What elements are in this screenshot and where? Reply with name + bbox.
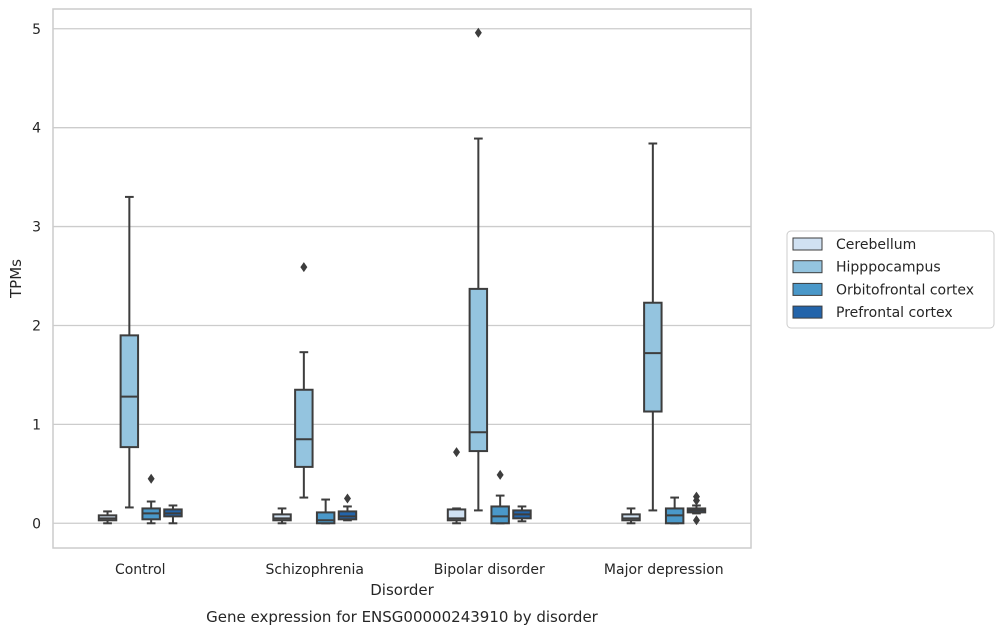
- legend-label: Hipppocampus: [836, 260, 941, 276]
- outlier-point: [300, 262, 308, 273]
- box-body: [490, 505, 510, 525]
- box-0-3: [163, 504, 183, 525]
- box-body: [315, 511, 336, 525]
- box-0-2: [141, 473, 161, 525]
- outlier-point: [453, 447, 461, 458]
- legend: Cerebellum Hipppocampus Orbitofrontal cort…: [786, 230, 995, 329]
- box-0-0: [97, 510, 118, 525]
- legend-item: Cerebellum: [792, 237, 916, 253]
- legend-frame: [786, 230, 995, 329]
- legend-swatch: [792, 305, 823, 319]
- legend-swatch: [792, 282, 823, 296]
- plot-area-frame: [52, 8, 752, 549]
- y-axis-label: TPMs: [7, 259, 25, 299]
- outlier-point: [496, 469, 504, 480]
- legend-item: Hipppocampus: [792, 260, 941, 276]
- box-2-1: [468, 27, 489, 512]
- box-1-0: [272, 507, 292, 525]
- boxes: [97, 27, 707, 526]
- box-1-3: [337, 493, 358, 522]
- legend-label: Cerebellum: [836, 237, 916, 253]
- box-1-1: [294, 262, 314, 499]
- x-tick-label: Major depression: [604, 562, 724, 578]
- box-3-3: [686, 491, 707, 526]
- box-body: [119, 334, 140, 449]
- box-body: [294, 388, 314, 468]
- box-body: [468, 287, 489, 453]
- box-2-3: [512, 505, 532, 523]
- gridlines: [53, 28, 751, 524]
- box-body: [643, 301, 663, 413]
- box-1-2: [315, 498, 336, 525]
- box-3-1: [643, 142, 663, 512]
- legend-label: Prefrontal cortex: [836, 305, 953, 321]
- y-tick-label: 0: [32, 516, 41, 532]
- legend-items: Cerebellum Hipppocampus Orbitofrontal cort…: [792, 237, 974, 321]
- y-tick-label: 5: [32, 22, 41, 38]
- outlier-point: [692, 491, 700, 502]
- y-tick-label: 2: [32, 318, 41, 334]
- box-2-2: [490, 469, 510, 525]
- box-3-2: [664, 496, 685, 525]
- outlier-point: [343, 493, 351, 504]
- outlier-point: [147, 473, 155, 484]
- legend-label: Orbitofrontal cortex: [836, 282, 974, 298]
- outlier-point: [474, 27, 482, 38]
- legend-swatch: [792, 237, 823, 251]
- y-tick-label: 4: [32, 121, 41, 137]
- outlier-point: [692, 515, 700, 526]
- y-tick-label: 3: [32, 220, 41, 236]
- x-axis-ticks: Control Schizophrenia Bipolar disorder Majo…: [115, 562, 724, 578]
- box-3-0: [621, 507, 641, 525]
- legend-swatch: [792, 260, 823, 274]
- legend-item: Prefrontal cortex: [792, 305, 953, 321]
- x-tick-label: Bipolar disorder: [434, 562, 545, 578]
- box-body: [446, 508, 467, 522]
- y-axis-ticks: 0 1 2 3 4 5: [32, 22, 41, 532]
- legend-item: Orbitofrontal cortex: [792, 282, 974, 298]
- x-tick-label: Schizophrenia: [266, 562, 364, 578]
- x-tick-label: Control: [115, 562, 166, 578]
- chart-caption: Gene expression for ENSG00000243910 by d…: [206, 608, 599, 626]
- box-0-1: [119, 195, 140, 509]
- y-tick-label: 1: [32, 417, 41, 433]
- x-axis-label: Disorder: [370, 581, 434, 599]
- box-2-0: [446, 447, 467, 525]
